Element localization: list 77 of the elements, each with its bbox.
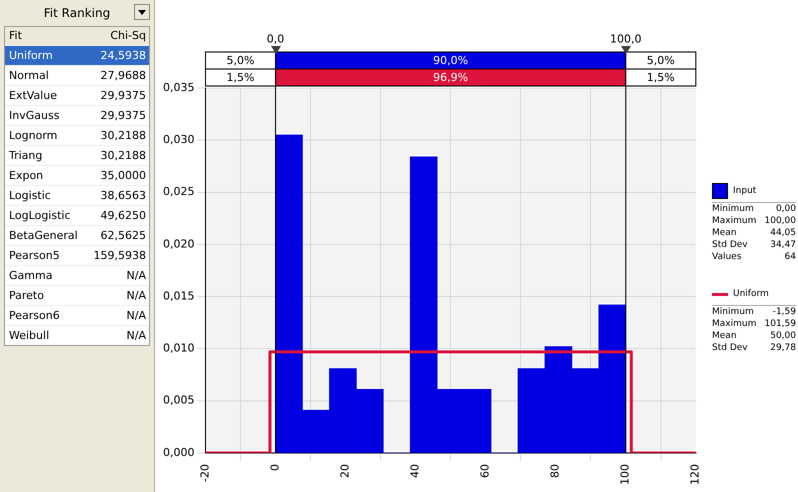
text: Maximum (712, 215, 756, 227)
x-tick-label: 0 (268, 464, 282, 472)
category-label: Logistic (8, 188, 52, 204)
text: N/A (126, 268, 147, 284)
text: N/A (126, 308, 147, 324)
category-label: Pareto (8, 288, 45, 304)
x-tick-label: 120 (688, 464, 702, 486)
text: 27,9688 (100, 68, 147, 84)
x-tick-label: -20 (198, 464, 212, 482)
text: 24,5938 (100, 48, 147, 64)
category-label: LogLogistic (8, 208, 72, 224)
text: Mean (712, 330, 737, 342)
text: 34,47 (770, 239, 796, 251)
text: -1,59 (772, 306, 796, 318)
category-label: Pearson5 (8, 248, 61, 264)
text: Mean (712, 227, 737, 239)
legend-label: Input (733, 186, 756, 196)
text: 0,00 (776, 203, 796, 215)
text: 29,78 (770, 342, 796, 354)
text: Values (712, 251, 742, 263)
category-label: Lognorm (8, 128, 58, 144)
category-label: Uniform (8, 48, 54, 64)
y-tick-label: 0,020 (162, 237, 194, 250)
ref-line-label: 100,0 (610, 32, 642, 46)
text: 50,00 (770, 330, 796, 342)
category-label: Weibull (8, 328, 50, 344)
text: 29,9375 (100, 88, 147, 104)
text: 30,2188 (100, 148, 147, 164)
category-label: BetaGeneral (8, 228, 79, 244)
text: Fit (8, 28, 23, 44)
text: 5,0% (226, 54, 254, 67)
text: Std Dev (712, 239, 748, 251)
text: N/A (126, 328, 147, 344)
text: Std Dev (712, 342, 748, 354)
text: 38,6563 (100, 188, 147, 204)
category-label: Triang (8, 148, 44, 164)
y-tick-label: 0,005 (162, 394, 194, 407)
text: Chi-Sq (109, 28, 147, 44)
text: Fit Ranking (44, 6, 110, 20)
text: Maximum (712, 318, 756, 330)
category-label: InvGauss (8, 108, 60, 124)
x-tick-label: 60 (478, 464, 492, 478)
category-label: Normal (8, 68, 50, 84)
category-label: Gamma (8, 268, 54, 284)
y-tick-label: 0,000 (162, 446, 194, 459)
text: Minimum (712, 306, 754, 318)
text: 100,00 (764, 215, 796, 227)
x-tick-label: 40 (408, 464, 422, 478)
text: 44,05 (770, 227, 796, 239)
y-tick-label: 0,030 (162, 133, 194, 146)
text: 1,5% (646, 70, 675, 84)
x-tick-label: 100 (618, 464, 632, 486)
category-label: Pearson6 (8, 308, 61, 324)
text: 1,5% (226, 70, 254, 84)
text: 64 (784, 251, 796, 263)
text: 90,0% (433, 54, 468, 67)
text: 49,6250 (100, 208, 147, 224)
x-tick-label: 80 (548, 464, 562, 478)
text: Minimum (712, 203, 754, 215)
x-tick-label: 20 (338, 464, 352, 478)
text: 30,2188 (100, 128, 147, 144)
y-tick-label: 0,025 (162, 185, 194, 198)
text: N/A (126, 288, 147, 304)
text: 101,59 (764, 318, 796, 330)
ref-line-label: 0,0 (266, 32, 284, 46)
y-tick-label: 0,010 (162, 342, 194, 355)
text: 159,5938 (92, 248, 147, 264)
text: 5,0% (646, 54, 675, 67)
legend-label: Uniform (733, 289, 769, 299)
category-label: ExtValue (8, 88, 58, 104)
text: 62,5625 (100, 228, 147, 244)
y-tick-label: 0,015 (162, 289, 194, 302)
text: 96,9% (433, 70, 468, 84)
y-tick-label: 0,035 (162, 80, 194, 94)
category-label: Expon (8, 168, 44, 184)
text: 35,0000 (100, 168, 147, 184)
text: 29,9375 (100, 108, 147, 124)
